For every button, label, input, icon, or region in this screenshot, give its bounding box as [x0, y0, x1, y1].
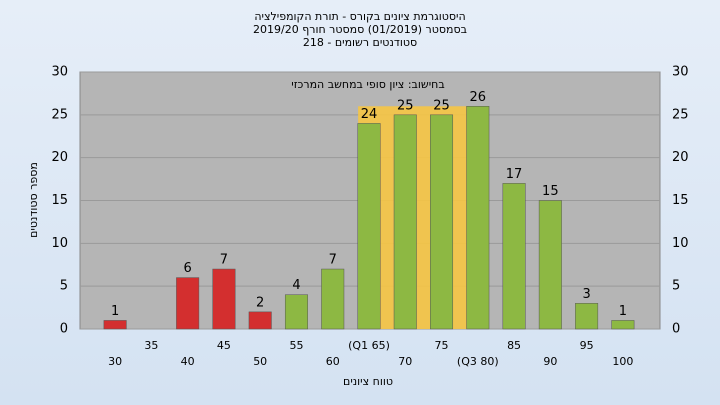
title-line: היסטוגרמת ציונים בקורס - תורת הקומפילציה: [254, 10, 465, 23]
bar: [176, 277, 200, 330]
value-label: 2: [256, 295, 264, 310]
x-tick-label: 85: [507, 339, 521, 352]
x-tick-label: 100: [612, 355, 633, 368]
bar: [611, 320, 635, 330]
y2-tick-label: 0: [672, 322, 680, 337]
y2-tick-label: 20: [672, 150, 689, 165]
bar: [430, 114, 454, 330]
value-label: 26: [470, 90, 487, 105]
title-line: סטודנטים רשומים - 218: [303, 36, 417, 49]
x-tick-label: (Q3 80): [457, 355, 499, 368]
value-label: 3: [582, 287, 590, 302]
x-tick-label: (Q1 65): [348, 339, 390, 352]
bar: [248, 311, 272, 330]
value-label: 1: [111, 304, 119, 319]
y2-tick-label: 5: [672, 279, 680, 294]
value-label: 25: [397, 98, 414, 113]
x-tick-label: 75: [435, 339, 449, 352]
y2-tick-label: 10: [672, 236, 689, 251]
value-label: 15: [542, 184, 559, 199]
value-label: 6: [184, 261, 192, 276]
subtitle: בחישוב: ציון סופי במחשב המרכזי: [291, 78, 444, 91]
bar: [538, 200, 562, 330]
bar: [284, 294, 308, 330]
x-axis-label: טווח ציונים: [343, 375, 393, 388]
x-tick-label: 45: [217, 339, 231, 352]
value-label: 17: [506, 167, 523, 182]
bar: [103, 320, 127, 330]
x-tick-label: 60: [326, 355, 340, 368]
bar: [357, 123, 381, 330]
y-tick-label: 30: [51, 65, 68, 80]
bar: [212, 268, 236, 330]
bar: [575, 303, 599, 330]
value-label: 7: [329, 253, 337, 268]
x-tick-label: 30: [108, 355, 122, 368]
x-tick-label: 95: [580, 339, 594, 352]
bar: [502, 183, 526, 330]
y2-tick-label: 25: [672, 107, 689, 122]
value-label: 4: [292, 278, 300, 293]
x-tick-label: 70: [398, 355, 412, 368]
value-label: 7: [220, 253, 228, 268]
y-tick-label: 15: [51, 193, 68, 208]
value-label: 25: [433, 98, 450, 113]
bar: [393, 114, 417, 330]
y-tick-label: 5: [60, 279, 68, 294]
x-tick-label: 40: [181, 355, 195, 368]
y2-tick-label: 30: [672, 65, 689, 80]
y-tick-label: 25: [51, 107, 68, 122]
x-tick-label: 55: [289, 339, 303, 352]
y-tick-label: 20: [51, 150, 68, 165]
x-tick-label: 50: [253, 355, 267, 368]
bar: [466, 106, 490, 330]
value-label: 1: [619, 304, 627, 319]
value-label: 24: [361, 107, 378, 122]
x-tick-label: 90: [543, 355, 557, 368]
y-axis-label: מספר סטודנטים: [27, 162, 40, 238]
y2-tick-label: 15: [672, 193, 689, 208]
y-tick-label: 0: [60, 322, 68, 337]
y-tick-label: 10: [51, 236, 68, 251]
title-line: בסמסטר (01/2019) סמסטר חורף 2019/20: [253, 23, 467, 36]
bar: [321, 268, 345, 330]
x-tick-label: 35: [144, 339, 158, 352]
